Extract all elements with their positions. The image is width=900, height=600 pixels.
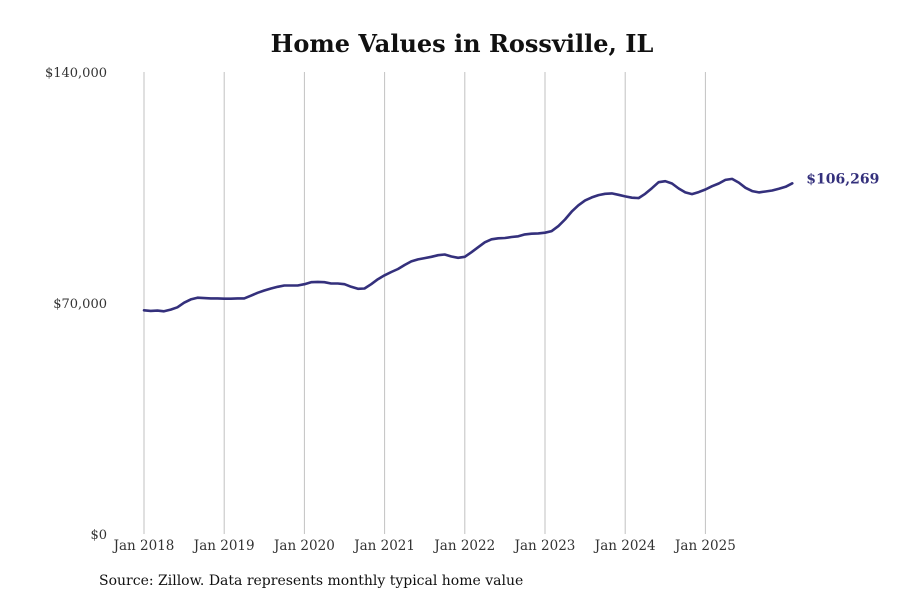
x-tick-label: Jan 2018 [112, 538, 175, 554]
x-tick-label: Jan 2025 [673, 538, 736, 554]
x-tick-label: Jan 2021 [352, 538, 415, 554]
x-tick-label: Jan 2019 [192, 538, 255, 554]
series-layer: $106,269 [142, 171, 879, 313]
series-line [142, 177, 794, 313]
x-axis-ticks: Jan 2018 Jan 2019 Jan 2020 Jan 2021 Jan 2022… [112, 538, 736, 554]
y-tick-label: $140,000 [45, 66, 107, 81]
chart-title: Home Values in Rossville, IL [271, 29, 654, 58]
end-value-label: $106,269 [806, 171, 879, 187]
x-tick-label: Jan 2024 [593, 538, 656, 554]
y-tick-label: $70,000 [53, 297, 107, 312]
y-axis-ticks: $0 $70,000 $140,000 [45, 66, 107, 543]
x-tick-label: Jan 2023 [513, 538, 576, 554]
y-tick-label: $0 [90, 528, 107, 543]
x-tick-label: Jan 2020 [272, 538, 335, 554]
source-note: Source: Zillow. Data represents monthly … [99, 573, 524, 589]
grid-lines [143, 72, 706, 534]
x-tick-label: Jan 2022 [432, 538, 495, 554]
